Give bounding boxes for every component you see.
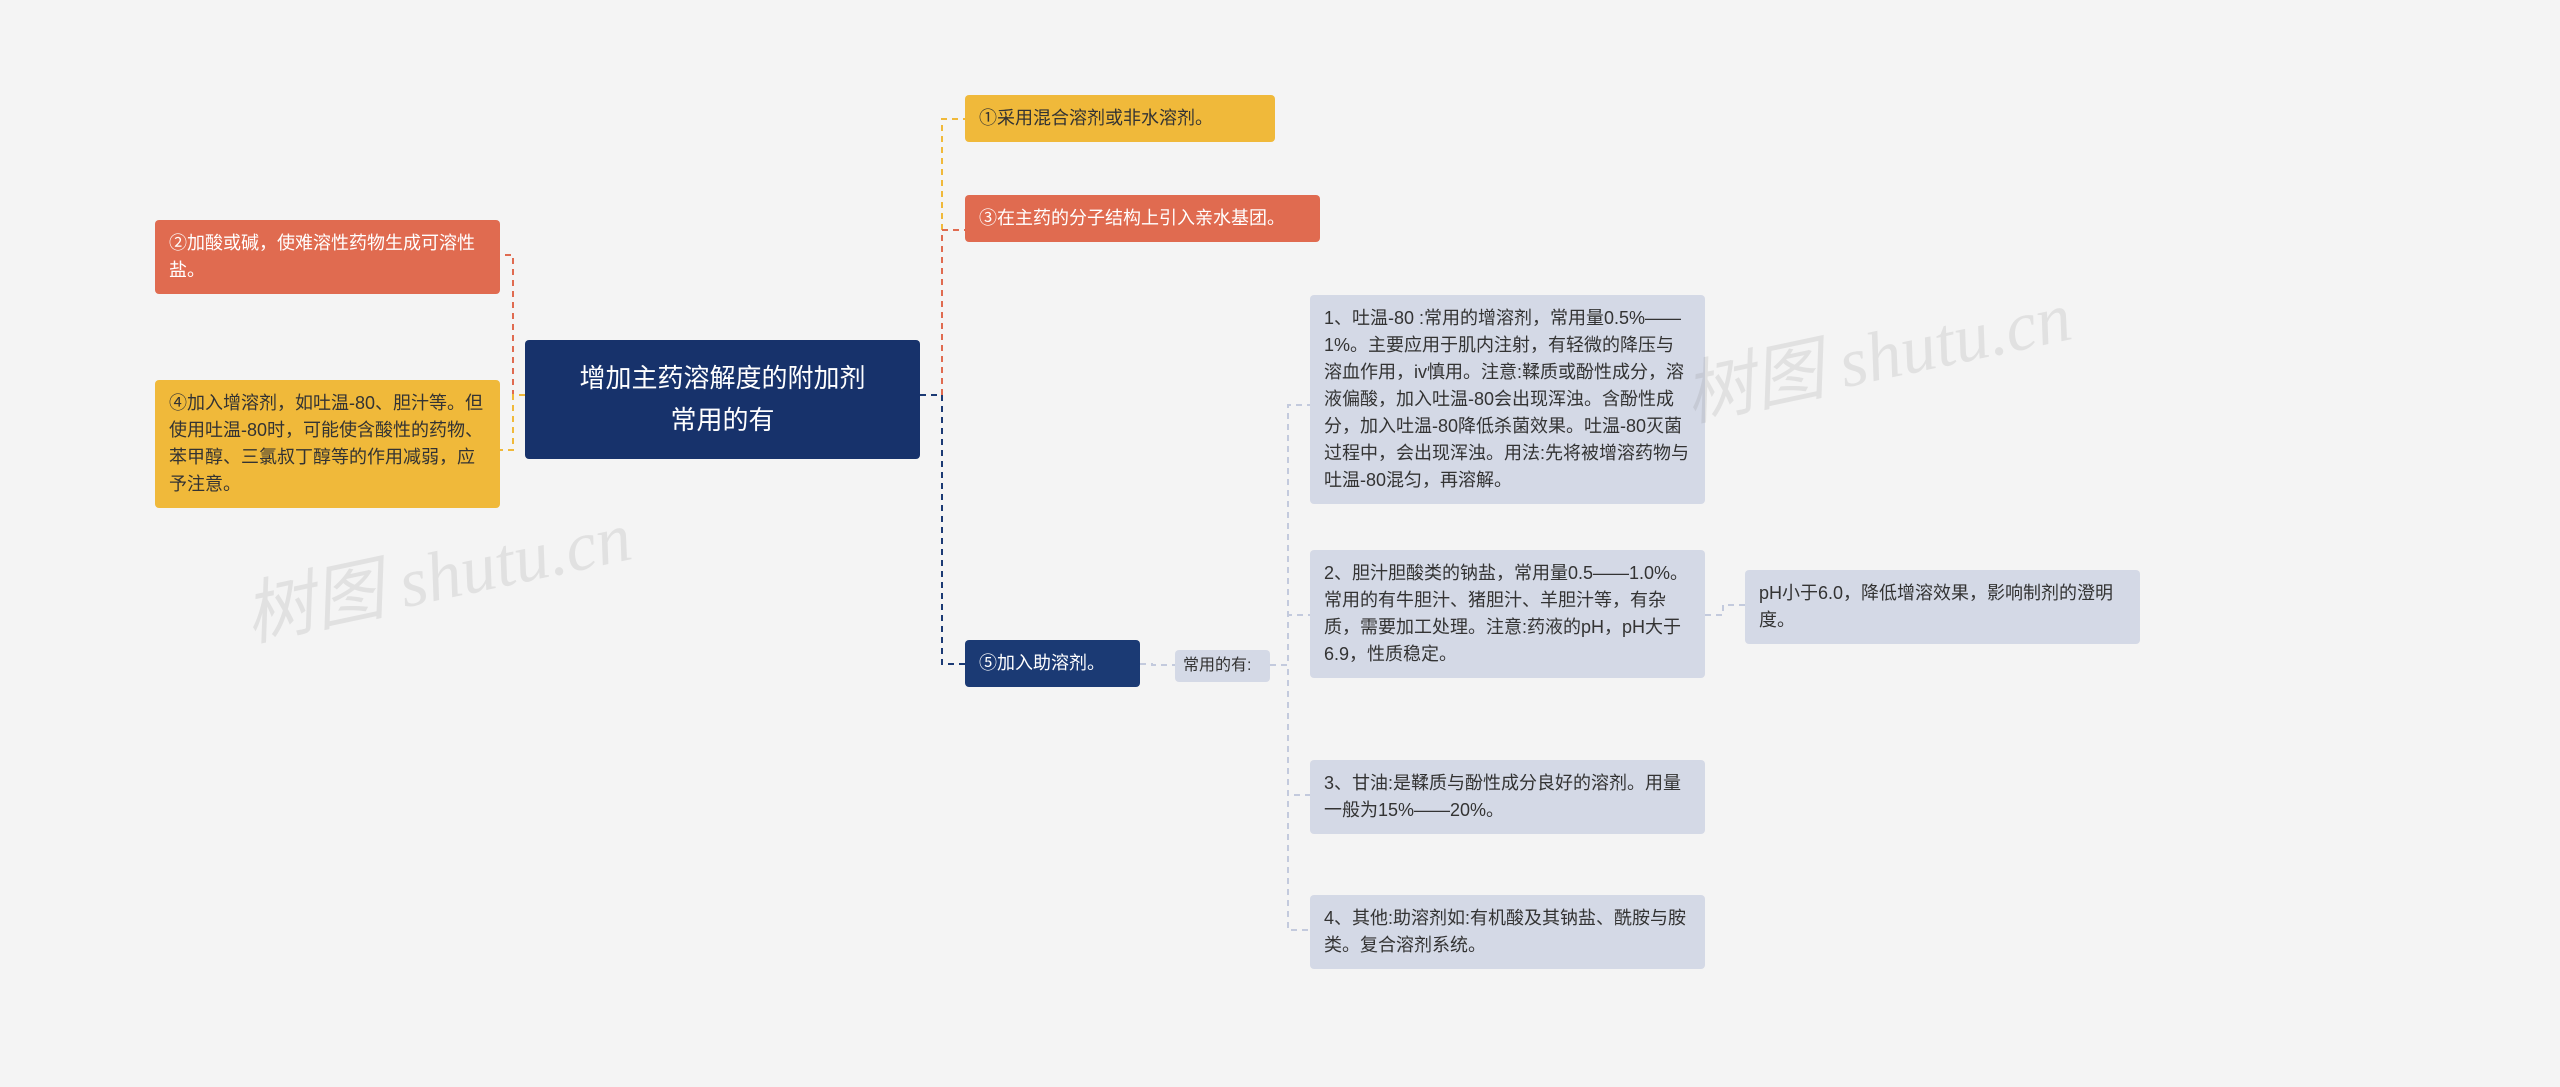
leaf-1: 1、吐温-80 :常用的增溶剂，常用量0.5%——1%。主要应用于肌内注射，有轻… [1310,295,1705,504]
node-3: ③在主药的分子结构上引入亲水基团。 [965,195,1320,242]
watermark-2: 树图 shutu.cn [1674,260,2079,440]
node-1: ①采用混合溶剂或非水溶剂。 [965,95,1275,142]
node-2: ②加酸或碱，使难溶性药物生成可溶性盐。 [155,220,500,294]
node-5-sub: 常用的有: [1175,650,1270,682]
root-line2: 常用的有 [670,405,774,435]
leaf-2b: pH小于6.0，降低增溶效果，影响制剂的澄明度。 [1745,570,2140,644]
leaf-2: 2、胆汁胆酸类的钠盐，常用量0.5——1.0%。常用的有牛胆汁、猪胆汁、羊胆汁等… [1310,550,1705,678]
leaf-4: 4、其他:助溶剂如:有机酸及其钠盐、酰胺与胺类。复合溶剂系统。 [1310,895,1705,969]
node-5: ⑤加入助溶剂。 [965,640,1140,687]
root-line1: 增加主药溶解度的附加剂 [579,363,865,393]
connector-layer [0,0,2560,1087]
root-node: 增加主药溶解度的附加剂 常用的有 [525,340,920,459]
node-4: ④加入增溶剂，如吐温-80、胆汁等。但使用吐温-80时，可能使含酸性的药物、苯甲… [155,380,500,508]
leaf-3: 3、甘油:是鞣质与酚性成分良好的溶剂。用量一般为15%——20%。 [1310,760,1705,834]
